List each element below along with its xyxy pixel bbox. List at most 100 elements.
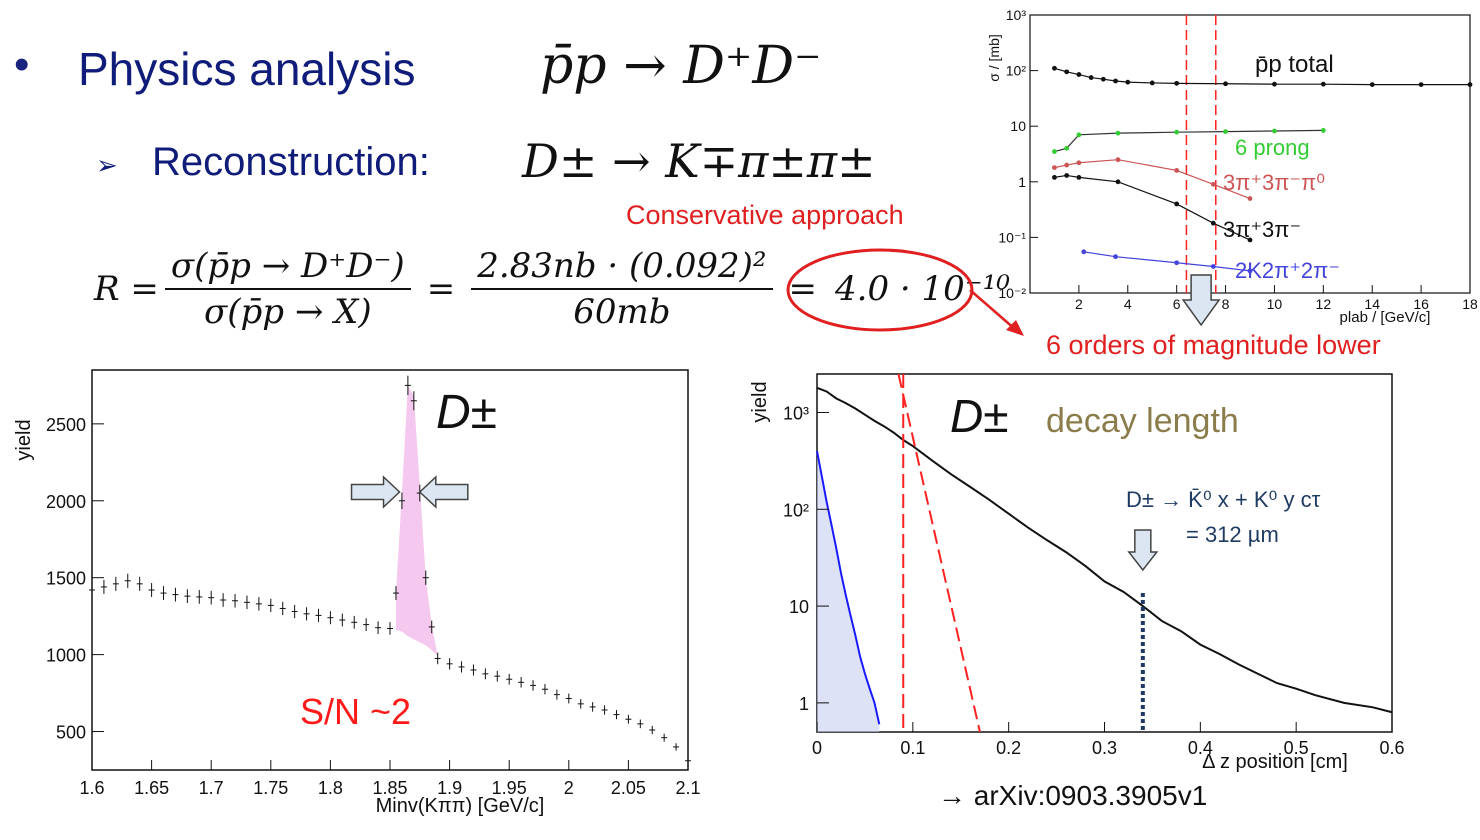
y-tick-label: 500 xyxy=(56,723,86,743)
x-tick-label: 1.65 xyxy=(134,778,169,798)
series-line-3 xyxy=(1054,174,1251,241)
series-point xyxy=(1064,145,1070,151)
series-point xyxy=(1052,174,1057,180)
orders-annotation: 6 orders of magnitude lower xyxy=(1046,330,1381,360)
x-tick-label: 1.85 xyxy=(372,778,407,798)
y-tick-label: 10² xyxy=(783,500,809,520)
decay-equation: D± → K∓π±π± xyxy=(522,134,876,188)
pointer-arrow-line xyxy=(969,289,1017,331)
series-point xyxy=(1088,75,1094,80)
series-point xyxy=(1174,80,1180,86)
down-block-arrow-icon xyxy=(1181,274,1221,327)
x-tick-label: 1.7 xyxy=(199,778,224,798)
series-point xyxy=(1272,128,1277,134)
reference-link[interactable]: → arXiv:0903.3905v1 xyxy=(938,780,1208,811)
series-point xyxy=(1247,237,1253,243)
sub-bullet-icon: ➢ xyxy=(96,150,118,180)
series-point xyxy=(1210,181,1216,187)
x-tick-label: 6 xyxy=(1173,296,1181,312)
fraction-2: 2.83nb · (0.092)² 60mb xyxy=(471,246,773,332)
series-point xyxy=(1320,128,1326,133)
ratio-result: 4.0 · 10⁻¹⁰ xyxy=(835,269,1010,309)
series-point xyxy=(1174,201,1180,207)
series-line-0 xyxy=(816,386,1393,714)
x-axis-title: plab / [GeV/c] xyxy=(1340,309,1431,326)
x-tick-label: 1.75 xyxy=(253,778,288,798)
x-tick-label: 2 xyxy=(564,778,574,798)
series-point xyxy=(1174,129,1180,135)
fraction-1-numerator: σ(p̄p → D⁺D⁻) xyxy=(164,246,411,290)
y-tick-label: 1000 xyxy=(46,646,86,666)
series-point xyxy=(1064,162,1070,168)
legend-label: 6 prong xyxy=(1235,135,1310,160)
x-tick-label: 14 xyxy=(1364,296,1380,312)
series-point xyxy=(1272,81,1277,87)
bullet: • xyxy=(14,40,30,89)
series-point xyxy=(1113,78,1118,84)
y-tick-label: 10⁻² xyxy=(998,285,1026,301)
fraction-1: σ(p̄p → D⁺D⁻) σ(p̄p → X) xyxy=(164,246,411,332)
series-point xyxy=(1223,129,1228,134)
x-tick-label: 0.1 xyxy=(900,738,925,758)
x-tick-label: 10 xyxy=(1267,296,1283,312)
series-point xyxy=(1467,82,1473,88)
series-point xyxy=(1052,165,1057,171)
series-line-2 xyxy=(1054,159,1251,200)
series-point xyxy=(1247,268,1253,274)
series-point xyxy=(1081,249,1087,255)
y-axis-title: yield xyxy=(13,419,35,460)
series-point xyxy=(1223,81,1228,87)
x-tick-label: 16 xyxy=(1413,296,1429,312)
y-tick-label: 1 xyxy=(1018,174,1026,190)
series-point xyxy=(1076,174,1082,180)
signal-peak-area xyxy=(395,385,438,657)
ctau-down-arrow-icon xyxy=(1127,529,1159,572)
series-point xyxy=(1125,79,1131,85)
y-axis-title: σ / [mb] xyxy=(986,34,1002,82)
series-point xyxy=(1076,160,1082,166)
result-highlight-ellipse xyxy=(786,248,974,332)
x-tick-label: 0.2 xyxy=(996,738,1021,758)
x-tick-label: 4 xyxy=(1124,296,1132,312)
series-point xyxy=(1052,149,1057,154)
blue-shaded-area xyxy=(817,451,880,732)
y-tick-label: 1 xyxy=(799,694,809,714)
right-block-arrow-icon xyxy=(418,475,469,509)
equals-1: = xyxy=(426,269,456,309)
chart-title: decay length xyxy=(1046,402,1239,440)
x-tick-label: 1.95 xyxy=(492,778,527,798)
x-tick-label: 2.1 xyxy=(675,778,700,798)
legend-label: 3π⁺3π⁻ xyxy=(1223,217,1301,242)
y-tick-label: 1500 xyxy=(46,569,86,589)
title-equation: p̄p → D⁺D⁻ xyxy=(540,36,822,96)
slide-title: Physics analysis xyxy=(78,43,416,95)
series-point xyxy=(1418,82,1424,88)
subtitle: Reconstruction: xyxy=(152,140,430,184)
series-point xyxy=(1320,81,1326,87)
pointer-arrow-head xyxy=(1006,320,1024,336)
ratio-lhs: R = xyxy=(94,269,159,309)
x-tick-label: 18 xyxy=(1462,296,1478,312)
chart-label: D± xyxy=(950,390,1008,442)
x-tick-label: 0.3 xyxy=(1092,738,1117,758)
y-tick-label: 2000 xyxy=(46,492,86,512)
series-point xyxy=(1115,179,1121,185)
x-tick-label: 1.6 xyxy=(79,778,104,798)
x-tick-label: 1.8 xyxy=(318,778,343,798)
y-tick-label: 10 xyxy=(789,597,809,617)
chart-label: D± xyxy=(436,386,497,439)
y-tick-label: 2500 xyxy=(46,415,86,435)
series-point xyxy=(1115,130,1121,136)
legend-label: 3π⁺3π⁻π⁰ xyxy=(1223,170,1325,195)
series-point xyxy=(1149,80,1155,86)
series-point xyxy=(1100,76,1106,82)
fraction-2-denominator: 60mb xyxy=(573,292,671,332)
fraction-1-denominator: σ(p̄p → X) xyxy=(204,292,372,332)
series-point xyxy=(1052,65,1057,71)
sn-annotation: S/N ~2 xyxy=(300,691,411,732)
legend-label: 2K2π⁺2π⁻ xyxy=(1235,258,1340,283)
x-tick-label: 0.6 xyxy=(1379,738,1404,758)
series-point xyxy=(1174,260,1180,266)
left-block-arrow-icon xyxy=(350,475,401,509)
